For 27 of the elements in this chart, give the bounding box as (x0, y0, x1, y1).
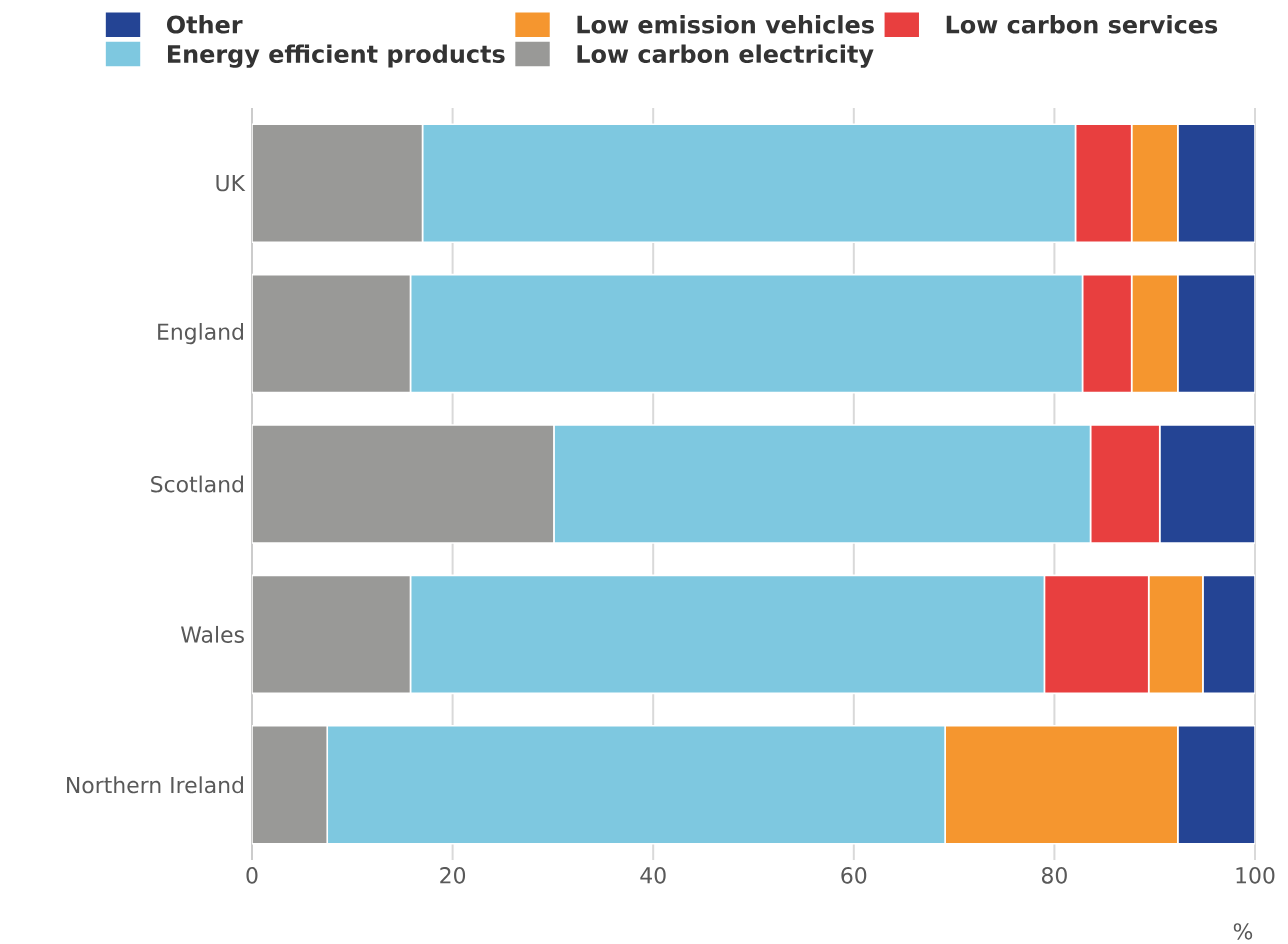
y-tick-label: Northern Ireland (67, 776, 243, 794)
legend-label: Low emission vehicles (577, 15, 874, 34)
bar (1158, 424, 1256, 544)
bar (1176, 123, 1256, 244)
bar (252, 725, 329, 845)
x-tick-label: 40 (640, 867, 666, 884)
bar (252, 123, 424, 244)
legend-label: Energy efficient products (167, 44, 505, 68)
bar (1176, 273, 1256, 394)
bar (1202, 574, 1256, 695)
x-tick-label: 20 (440, 867, 466, 884)
legend-label: Low carbon services (946, 15, 1218, 34)
bar (252, 574, 412, 695)
legend-label: Other (166, 15, 243, 34)
x-axis-title: % (1233, 923, 1253, 940)
bar (252, 273, 412, 394)
bar (252, 424, 555, 544)
y-tick-label: England (158, 323, 243, 345)
y-tick-label: UK (216, 175, 246, 192)
bar (1176, 725, 1256, 845)
x-tick-label: 80 (1041, 867, 1067, 884)
x-tick-label: 0 (246, 867, 258, 884)
x-tick-label: 100 (1236, 867, 1275, 884)
legend-label: Low carbon electricity (577, 44, 874, 68)
y-tick-label: Wales (180, 625, 244, 643)
x-tick-label: 60 (841, 867, 867, 884)
y-tick-label: Scotland (151, 475, 243, 493)
